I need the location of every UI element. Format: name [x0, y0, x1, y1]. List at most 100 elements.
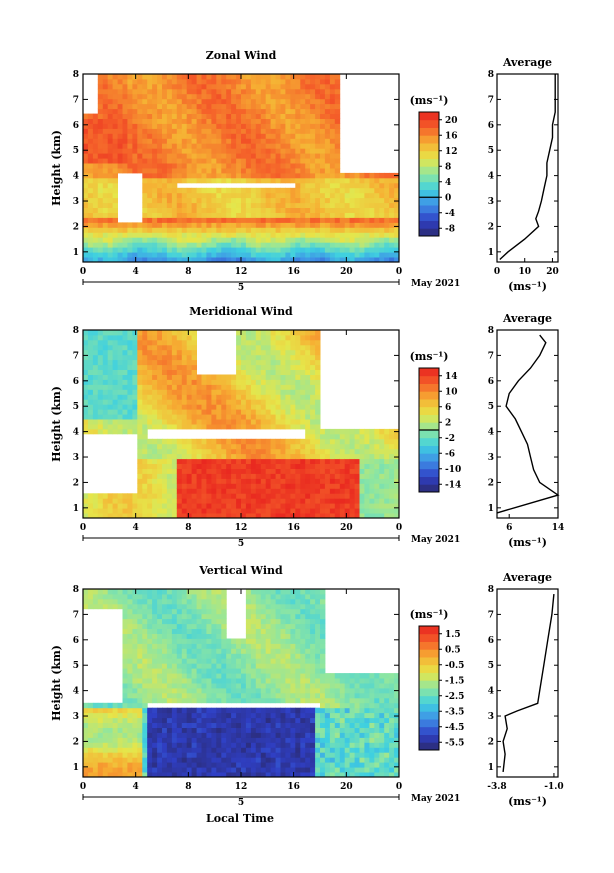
heatmap-cell — [127, 717, 133, 723]
heatmap-cell — [122, 98, 128, 105]
heatmap-cell — [191, 438, 197, 445]
heatmap-cell — [181, 384, 188, 390]
heatmap-cell — [241, 128, 247, 134]
heatmap-cell — [310, 384, 316, 390]
heatmap-cell — [171, 658, 178, 664]
heatmap-cell — [315, 172, 321, 179]
heatmap-cell — [176, 207, 183, 213]
heatmap-cell — [191, 737, 197, 743]
heatmap-cell — [359, 227, 365, 233]
heatmap-cell — [216, 227, 222, 233]
heatmap-cell — [305, 138, 311, 144]
heatmap-cell — [275, 483, 281, 489]
heatmap-cell — [166, 177, 173, 184]
heatmap-cell — [290, 468, 296, 474]
heatmap-cell — [305, 153, 311, 159]
heatmap-cell — [285, 384, 291, 390]
heatmap-cell — [152, 202, 158, 208]
heatmap-cell — [236, 463, 242, 469]
heatmap-cell — [181, 633, 188, 639]
heatmap-cell — [201, 153, 207, 159]
heatmap-cell — [147, 673, 153, 679]
heatmap-cell — [290, 177, 296, 184]
heatmap-cell — [181, 589, 188, 595]
heatmap-cell — [107, 399, 114, 405]
heatmap-cell — [97, 187, 104, 194]
heatmap-cell — [384, 227, 390, 233]
heatmap-cell — [374, 182, 380, 189]
heatmap-cell — [122, 414, 128, 420]
heatmap-cell — [250, 192, 257, 199]
heatmap-cell — [305, 242, 311, 248]
heatmap-cell — [142, 359, 148, 366]
heatmap-cell — [285, 172, 291, 179]
heatmap-cell — [241, 74, 247, 80]
heatmap-cell — [112, 143, 118, 149]
heatmap-cell — [315, 419, 321, 425]
heatmap-cell — [300, 128, 306, 134]
avg-y-tick-label: 6 — [488, 377, 494, 387]
heatmap-cell — [122, 752, 128, 758]
heatmap-cell — [300, 123, 306, 129]
heatmap-cell — [122, 692, 128, 699]
heatmap-cell — [250, 113, 257, 119]
heatmap-cell — [201, 772, 207, 778]
heatmap-cell — [181, 648, 188, 654]
heatmap-cell — [92, 404, 99, 410]
heatmap-cell — [334, 237, 341, 243]
heatmap-cell — [181, 374, 188, 380]
heatmap-cell — [107, 384, 114, 390]
heatmap-cell — [152, 237, 158, 243]
heatmap-cell — [162, 414, 168, 420]
heatmap-cell — [270, 103, 276, 110]
heatmap-cell — [132, 697, 138, 704]
heatmap-cell — [166, 83, 173, 90]
heatmap-cell — [334, 113, 341, 119]
heatmap-cell — [226, 493, 232, 499]
heatmap-cell — [265, 344, 272, 351]
heatmap-cell — [389, 488, 395, 494]
heatmap-cell — [384, 222, 390, 228]
heatmap-cell — [191, 384, 197, 390]
heatmap-cell — [137, 334, 143, 341]
heatmap-cell — [349, 488, 355, 494]
heatmap-cell — [137, 227, 143, 233]
heatmap-cell — [221, 458, 227, 464]
heatmap-cell — [122, 732, 128, 738]
heatmap-cell — [295, 118, 301, 124]
heatmap-cell — [354, 182, 360, 189]
heatmap-cell — [132, 722, 138, 728]
heatmap-cell — [191, 379, 197, 385]
heatmap-cell — [226, 443, 232, 450]
heatmap-cell — [275, 118, 281, 124]
heatmap-cell — [157, 118, 163, 124]
heatmap-cell — [166, 742, 173, 748]
heatmap-cell — [216, 414, 222, 420]
heatmap-cell — [147, 98, 153, 105]
heatmap-cell — [186, 503, 193, 509]
heatmap-cell — [97, 737, 104, 743]
heatmap-cell — [211, 399, 217, 405]
heatmap-cell — [305, 113, 311, 119]
heatmap-cell — [334, 232, 341, 238]
heatmap-cell — [265, 453, 272, 460]
heatmap-cell — [305, 399, 311, 405]
day-label: 5 — [238, 283, 244, 293]
heatmap-cell — [122, 404, 128, 410]
heatmap-cell — [191, 623, 197, 629]
heatmap-cell — [147, 202, 153, 208]
heatmap-cell — [117, 603, 123, 610]
heatmap-cell — [122, 702, 128, 709]
heatmap-cell — [310, 458, 316, 464]
heatmap-cell — [191, 653, 197, 659]
heatmap-cell — [181, 613, 188, 620]
heatmap-cell — [305, 187, 311, 194]
heatmap-cell — [389, 177, 395, 184]
heatmap-cell — [186, 468, 193, 474]
heatmap-cell — [196, 653, 202, 659]
heatmap-cell — [231, 468, 237, 474]
heatmap-cell — [300, 483, 306, 489]
y-tick-label: 3 — [73, 197, 79, 207]
heatmap-cell — [236, 212, 242, 218]
heatmap-cell — [142, 227, 148, 233]
